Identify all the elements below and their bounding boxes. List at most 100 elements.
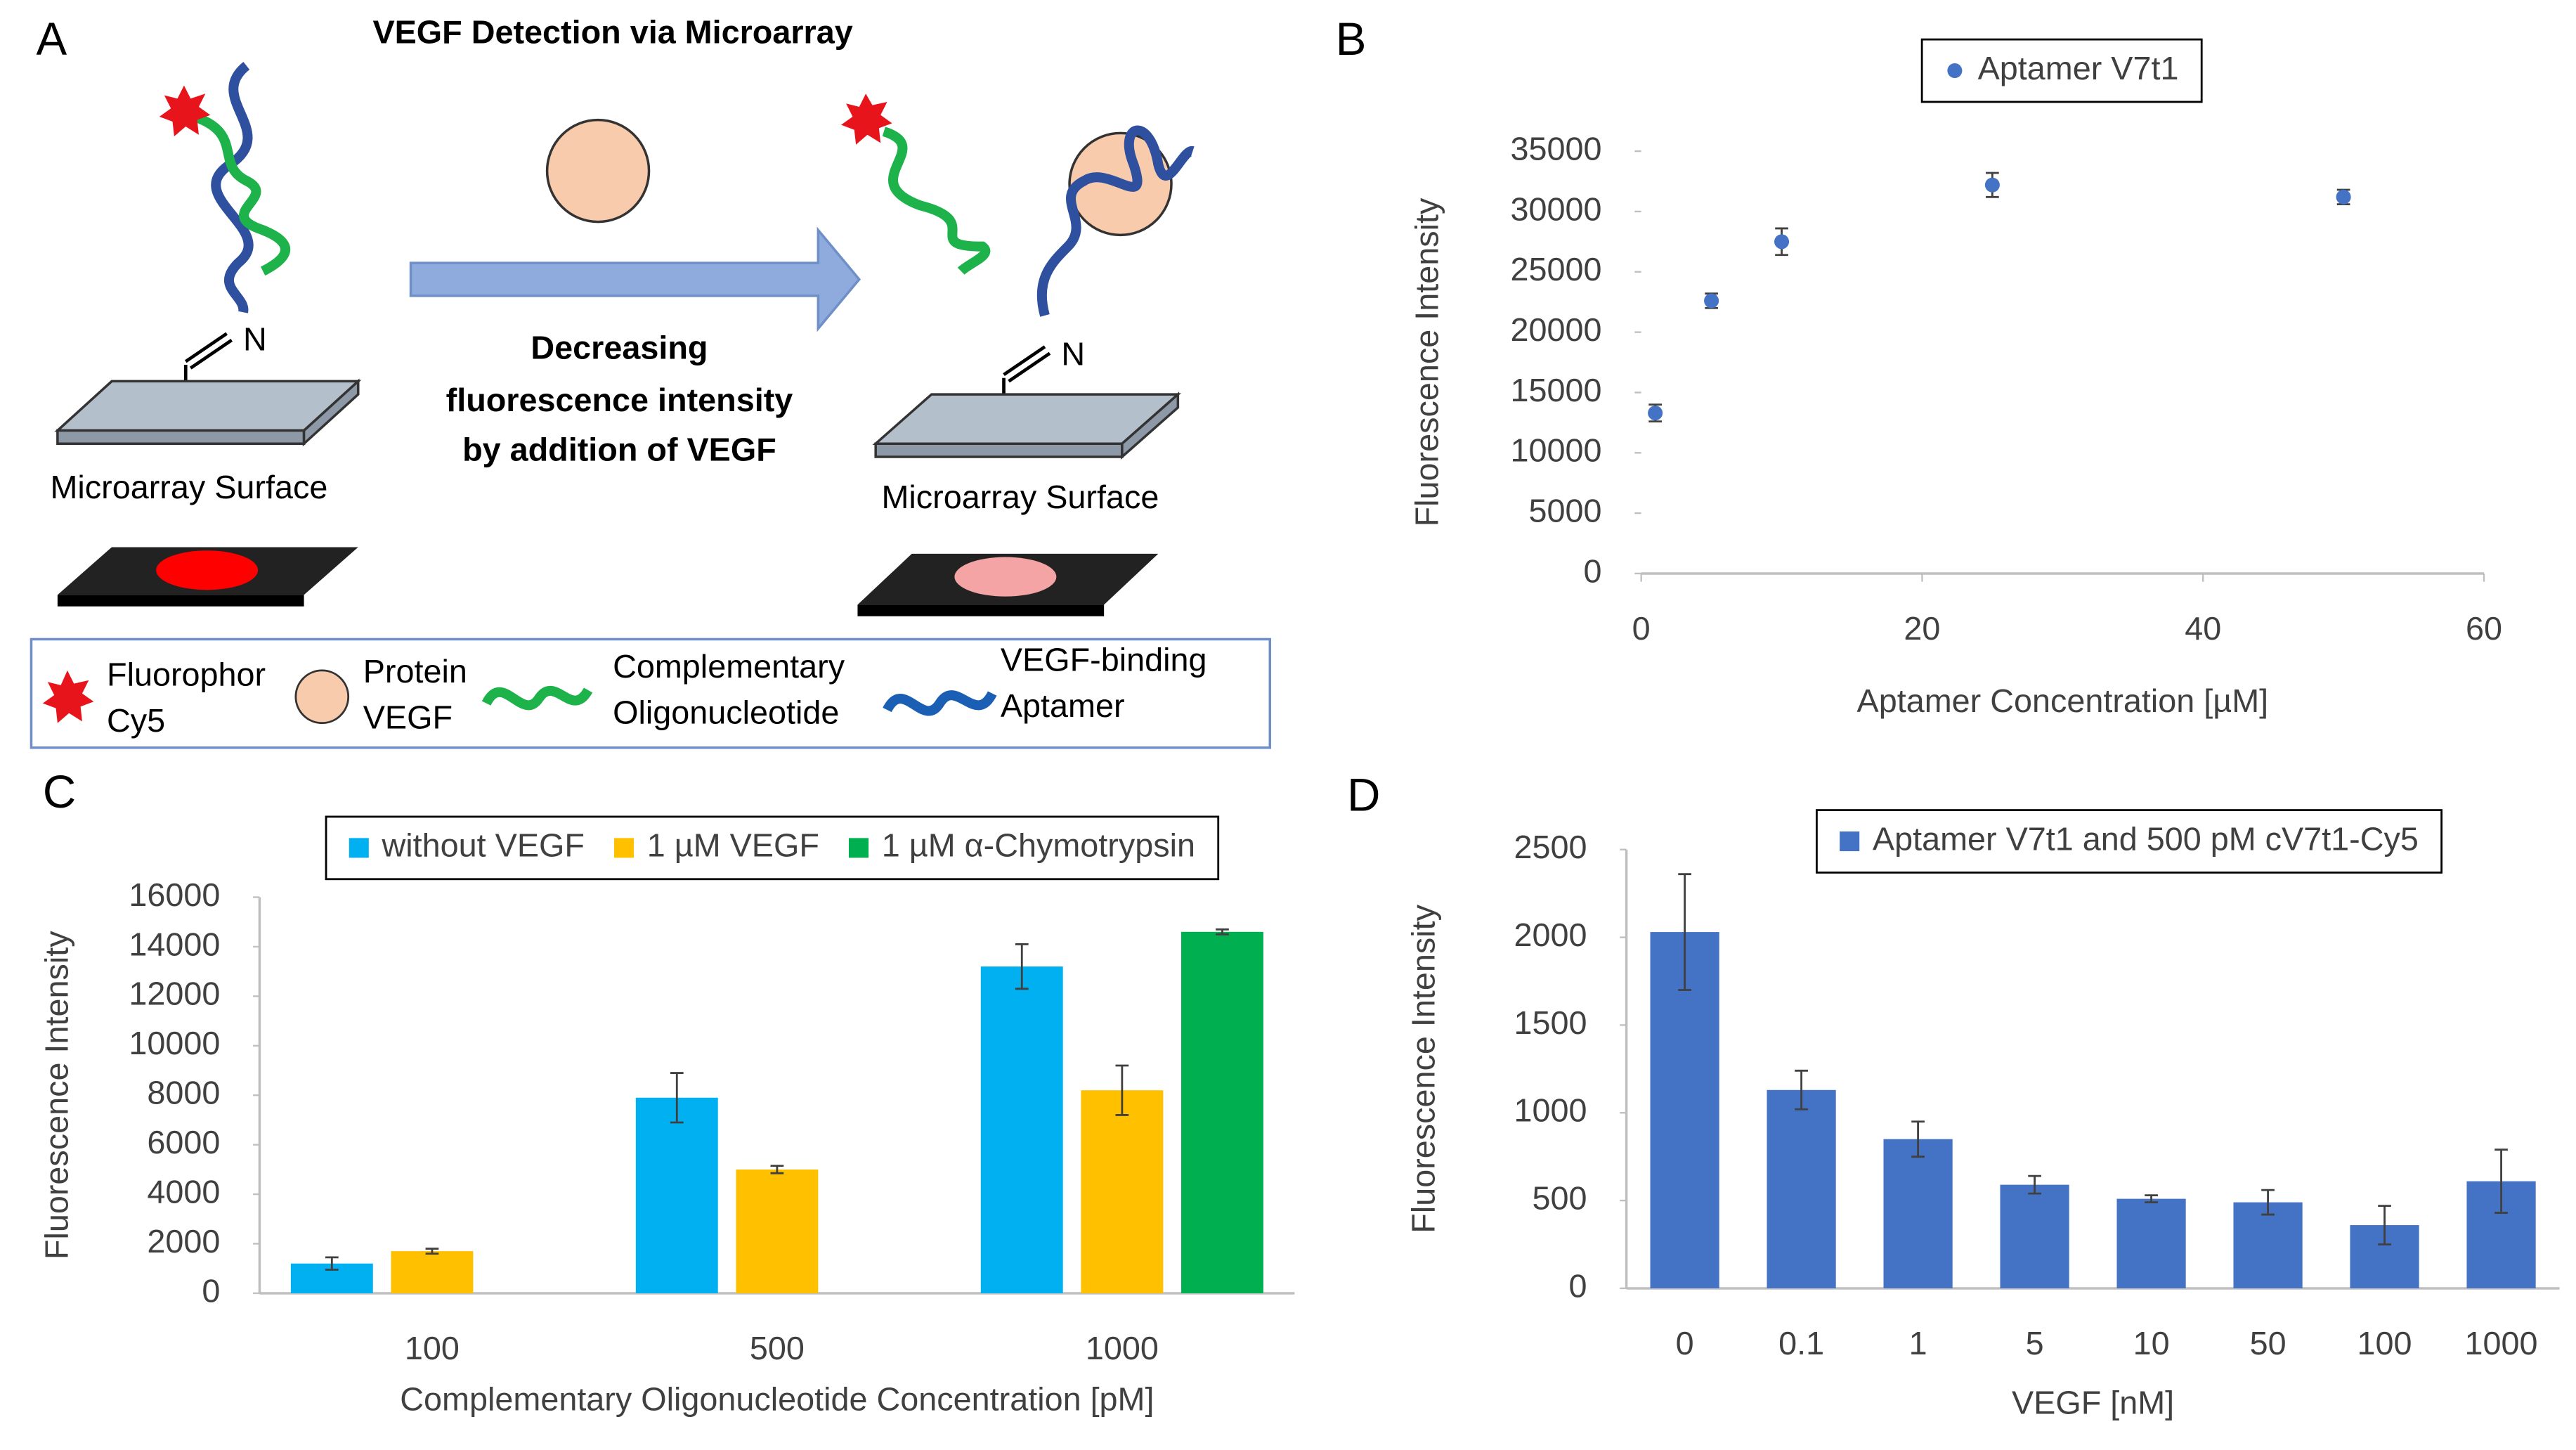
chart: 0 2000 4000 6000 8000 10000 12000 14000 16000 Com… — [39, 815, 1295, 1418]
surface-edge — [874, 442, 1124, 458]
error-bar — [325, 1256, 339, 1271]
linker — [189, 339, 233, 370]
y-tick-label: 25000 — [1511, 251, 1602, 287]
error-bar — [670, 1072, 684, 1124]
bar — [1883, 1139, 1953, 1288]
bar — [2233, 1202, 2303, 1288]
error-bar — [1678, 873, 1691, 991]
legend-text: Oligonucleotide — [613, 694, 839, 730]
x-tick-label: 20 — [1904, 610, 1940, 647]
legend-text: Cy5 — [107, 702, 165, 739]
y-tick-label: 0 — [202, 1272, 220, 1309]
bar — [736, 1169, 819, 1293]
diagram: VEGF Detection via Microarray N Microarr… — [30, 13, 1272, 749]
y-tick-label: 5000 — [1529, 492, 1602, 529]
point — [1984, 177, 2000, 193]
bar — [1650, 932, 1719, 1288]
legend-marker — [849, 838, 869, 858]
y-axis-label: Fluorescence Intensity — [1408, 198, 1445, 526]
y-tick-label: 0 — [1568, 1267, 1587, 1304]
x-tick-label: 100 — [2357, 1325, 2412, 1361]
arrow-text: by addition of VEGF — [462, 431, 776, 467]
y-tick-label: 500 — [1532, 1179, 1587, 1216]
x-axis-label: VEGF [nM] — [2012, 1384, 2174, 1420]
bar — [635, 1097, 718, 1293]
error-bar — [2261, 1189, 2275, 1216]
legend-box — [1920, 38, 2203, 103]
diagram-title: VEGF Detection via Microarray — [372, 13, 852, 50]
y-tick-label: 10000 — [1511, 432, 1602, 469]
x-tick-label: 40 — [2185, 610, 2221, 647]
bar — [1767, 1089, 1836, 1288]
x-tick-label: 10 — [2133, 1325, 2170, 1361]
diagram-legend — [30, 637, 1272, 749]
bar — [1181, 931, 1263, 1293]
legend-label: Aptamer V7t1 — [1978, 50, 2179, 86]
atom-label: N — [1061, 336, 1085, 373]
panel-label: C — [43, 766, 76, 817]
y-tick-label: 4000 — [147, 1173, 220, 1210]
linker — [184, 332, 228, 363]
fluorophore — [159, 85, 211, 137]
x-axis-label: Complementary Oligonucleotide Concentrat… — [400, 1381, 1154, 1418]
aptamer-strand — [211, 62, 254, 313]
chart: 0 5000 10000 15000 20000 25000 30000 35000 Aptam… — [1408, 38, 2502, 719]
legend-text: Protein — [363, 653, 467, 690]
point — [2336, 189, 2351, 205]
error-bar — [1911, 1120, 1925, 1158]
surface-label: Microarray Surface — [881, 479, 1159, 515]
x-tick-label: 50 — [2250, 1325, 2286, 1361]
spot-plate-edge — [57, 595, 304, 607]
legend: Aptamer V7t1 — [1920, 38, 2203, 103]
legend-label: without VEGF — [382, 827, 585, 864]
y-tick-label: 8000 — [147, 1075, 220, 1111]
point — [1648, 406, 1663, 421]
legend-label: 1 µM α-Chymotrypsin — [882, 827, 1195, 864]
surface-edge — [1121, 391, 1180, 460]
surface-label: Microarray Surface — [50, 469, 327, 505]
error-bar — [2145, 1194, 2158, 1204]
surface-edge — [302, 378, 360, 447]
legend-icon — [481, 685, 593, 711]
panel-label: D — [1347, 770, 1380, 821]
y-axis-label: Fluorescence Intensity — [1405, 904, 1442, 1233]
x-tick-label: 5 — [2026, 1325, 2044, 1361]
legend-text: VEGF — [363, 699, 453, 735]
legend: without VEGF 1 µM VEGF 1 µM α-Chymotrypsin — [325, 815, 1220, 881]
legend-icon — [883, 690, 997, 716]
y-tick-label: 1500 — [1514, 1004, 1587, 1041]
legend-text: Aptamer — [1001, 687, 1125, 724]
y-axis-label: Fluorescence Intensity — [39, 931, 75, 1260]
point — [1774, 234, 1790, 250]
legend: Aptamer V7t1 and 500 pM cV7t1-Cy5 — [1816, 809, 2443, 874]
x-tick-label: 500 — [750, 1330, 805, 1366]
linker — [1003, 345, 1046, 376]
y-tick-label: 6000 — [147, 1124, 220, 1160]
error-bar — [1795, 1069, 1808, 1111]
legend-text: VEGF-binding — [1001, 642, 1207, 678]
legend-icon — [294, 669, 350, 725]
arrow-text: fluorescence intensity — [446, 382, 793, 418]
legend-label: Aptamer V7t1 and 500 pM cV7t1-Cy5 — [1873, 820, 2419, 857]
x-tick-label: 1 — [1909, 1325, 1927, 1361]
legend-marker — [1947, 63, 1963, 79]
y-tick-label: 16000 — [129, 876, 220, 913]
legend-text: Complementary — [613, 648, 845, 685]
bar — [1081, 1090, 1164, 1293]
error-bar — [2028, 1174, 2041, 1195]
error-bar — [1216, 928, 1229, 936]
panel-label: B — [1336, 13, 1367, 65]
x-tick-label: 1000 — [2465, 1325, 2538, 1361]
bar — [391, 1251, 474, 1293]
y-tick-label: 2500 — [1514, 829, 1587, 865]
error-bar — [770, 1165, 784, 1174]
aptamer-strand — [1036, 125, 1195, 317]
y-tick-label: 20000 — [1511, 311, 1602, 348]
legend-marker — [614, 838, 635, 858]
x-tick-label: 60 — [2466, 610, 2502, 647]
spot — [156, 550, 259, 590]
legend-marker — [1840, 831, 1860, 852]
error-bar — [1115, 1064, 1129, 1116]
